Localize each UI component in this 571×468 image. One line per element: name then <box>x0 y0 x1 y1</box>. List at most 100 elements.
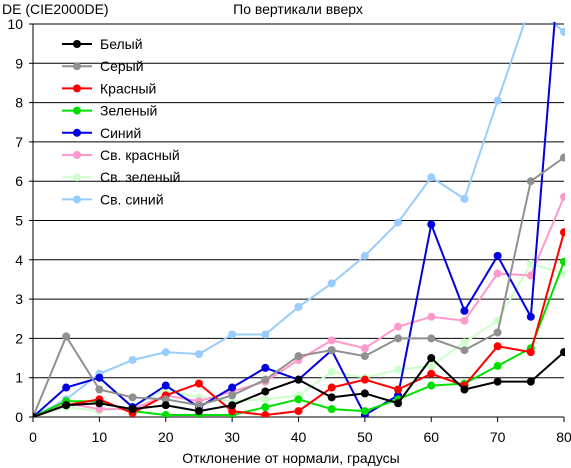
data-point <box>460 316 469 325</box>
data-point <box>327 383 336 392</box>
y-tick-label: 10 <box>7 16 23 32</box>
legend-swatch-marker <box>73 128 81 137</box>
data-point <box>427 354 436 363</box>
data-point <box>493 96 502 105</box>
data-point <box>228 391 237 400</box>
legend-swatch-marker <box>73 173 81 182</box>
x-tick-label: 60 <box>423 429 439 445</box>
series-4 <box>33 257 565 417</box>
data-point <box>460 306 469 315</box>
y-axis-label: DE (CIE2000DE) <box>2 1 109 17</box>
data-point <box>327 279 336 288</box>
data-point <box>394 385 403 394</box>
data-point <box>294 395 303 404</box>
legend-item: Св. синий <box>62 191 164 207</box>
data-point <box>427 220 436 229</box>
legend-item: Синий <box>62 125 141 141</box>
data-point <box>62 332 71 341</box>
legend-swatch-marker <box>73 40 81 48</box>
data-point <box>460 385 469 394</box>
data-point <box>360 352 369 361</box>
legend-item: Зеленый <box>62 103 157 119</box>
data-point <box>427 173 436 182</box>
data-point <box>560 348 565 357</box>
legend-label: Синий <box>100 125 141 141</box>
y-tick-label: 2 <box>15 330 23 346</box>
data-point <box>161 381 170 390</box>
legend-item: Серый <box>62 58 144 74</box>
x-tick-label: 10 <box>92 429 108 445</box>
data-point <box>294 352 303 361</box>
data-point <box>327 367 336 376</box>
data-point <box>526 271 535 280</box>
data-point <box>294 407 303 416</box>
data-point <box>493 342 502 351</box>
data-point <box>327 336 336 345</box>
y-tick-label: 0 <box>15 409 23 425</box>
legend-item: Св. красный <box>62 147 180 163</box>
data-point <box>327 405 336 414</box>
data-point <box>460 346 469 355</box>
data-point <box>493 377 502 386</box>
data-point <box>360 344 369 353</box>
x-tick-label: 50 <box>357 429 373 445</box>
data-point <box>493 269 502 278</box>
data-point <box>33 413 37 417</box>
legend-swatch-marker <box>73 195 81 204</box>
data-point <box>394 322 403 331</box>
data-point <box>228 401 237 410</box>
legend-label: Красный <box>100 80 156 96</box>
data-point <box>360 407 369 416</box>
x-tick-label: 80 <box>556 429 571 445</box>
data-point <box>427 334 436 343</box>
y-tick-label: 8 <box>15 95 23 111</box>
data-point <box>560 153 565 162</box>
legend-swatch-marker <box>73 151 81 159</box>
y-tick-label: 4 <box>15 252 23 268</box>
data-point <box>194 401 203 410</box>
x-axis-label: Отклонение от нормали, градусы <box>182 450 399 466</box>
data-point <box>526 377 535 386</box>
data-point <box>161 395 170 404</box>
data-point <box>427 369 436 378</box>
data-point <box>394 365 403 374</box>
data-point <box>62 401 71 410</box>
data-point <box>394 334 403 343</box>
data-point <box>360 375 369 384</box>
data-point <box>527 0 535 8</box>
data-point <box>161 411 170 417</box>
y-tick-label: 5 <box>15 213 23 229</box>
legend-label: Серый <box>100 58 144 74</box>
legend-swatch-marker <box>73 84 81 93</box>
data-point <box>261 363 270 372</box>
data-point <box>360 389 369 398</box>
chart-title: По вертикали вверх <box>233 1 363 17</box>
y-tick-label: 1 <box>15 370 23 386</box>
legend-item: Св. зеленый <box>62 169 180 185</box>
x-tick-label: 20 <box>158 429 174 445</box>
y-tick-label: 9 <box>15 55 23 71</box>
data-point <box>128 405 137 414</box>
data-point <box>360 251 369 260</box>
data-point <box>394 218 403 227</box>
y-tick-label: 3 <box>15 291 23 307</box>
data-point <box>493 328 502 337</box>
data-point <box>427 381 436 390</box>
data-point <box>560 228 565 237</box>
data-point <box>427 361 436 370</box>
legend-swatch-marker <box>73 106 81 115</box>
data-point <box>526 312 535 321</box>
data-point <box>394 399 403 408</box>
legend-label: Св. красный <box>100 147 180 163</box>
legend: Белый Серый Красный Зеленый Синий Св. красный… <box>62 36 180 207</box>
data-point <box>95 373 104 382</box>
data-point <box>294 302 303 311</box>
legend-swatch-marker <box>73 62 81 71</box>
data-point <box>161 401 170 410</box>
data-point <box>526 177 535 186</box>
data-point <box>228 407 237 416</box>
data-point <box>460 194 469 203</box>
x-tick-label: 30 <box>224 429 240 445</box>
data-point <box>327 346 336 355</box>
data-point <box>327 393 336 402</box>
